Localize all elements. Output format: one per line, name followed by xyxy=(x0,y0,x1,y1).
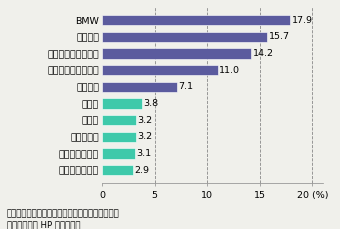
Text: 7.1: 7.1 xyxy=(178,82,193,91)
Text: 11.0: 11.0 xyxy=(219,65,240,75)
Text: 備考：ドイツ車が紫。それ以外のメーカーは緑。: 備考：ドイツ車が紫。それ以外のメーカーは緑。 xyxy=(7,210,120,218)
Bar xyxy=(102,32,267,42)
Bar xyxy=(102,148,135,158)
Text: 3.8: 3.8 xyxy=(143,99,159,108)
Text: 14.2: 14.2 xyxy=(253,49,274,58)
Text: 3.2: 3.2 xyxy=(137,115,152,125)
Bar xyxy=(102,98,142,109)
Text: 3.1: 3.1 xyxy=(136,149,151,158)
Bar xyxy=(102,131,136,142)
Text: 17.9: 17.9 xyxy=(292,16,313,25)
Bar xyxy=(102,65,218,75)
Text: 15.7: 15.7 xyxy=(269,32,290,41)
Text: 2.9: 2.9 xyxy=(134,166,149,174)
Bar xyxy=(102,115,136,125)
Bar xyxy=(102,48,252,59)
Bar xyxy=(102,165,133,175)
Bar xyxy=(102,82,177,92)
Bar xyxy=(102,15,290,25)
Text: 3.2: 3.2 xyxy=(137,132,152,141)
Text: 資料：中国網 HP から作成。: 資料：中国網 HP から作成。 xyxy=(7,220,80,229)
